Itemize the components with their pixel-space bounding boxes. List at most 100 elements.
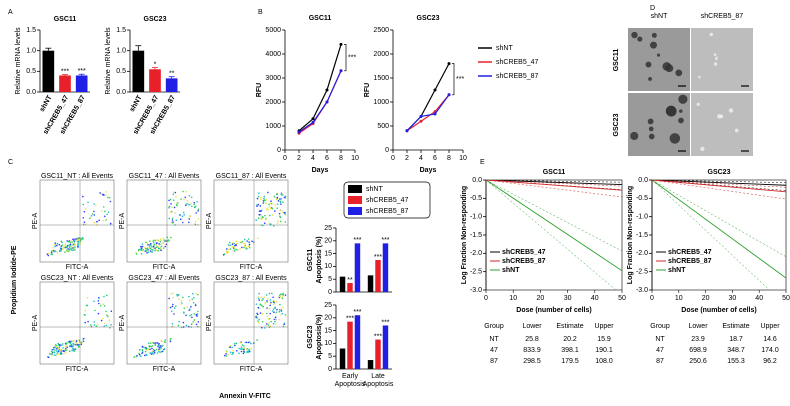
flow-event xyxy=(171,219,174,221)
flow-event xyxy=(141,352,144,354)
table-cell: NT xyxy=(489,336,499,343)
flow-event xyxy=(99,192,101,194)
flow-event xyxy=(268,203,270,206)
flow-event xyxy=(152,240,155,242)
flow-event xyxy=(148,240,151,242)
flow-event xyxy=(171,310,173,313)
flow-event xyxy=(266,207,268,210)
flow-event xyxy=(101,193,104,196)
y-tick-label: -1.5 xyxy=(636,232,648,239)
flow-event xyxy=(151,251,154,253)
flow-event xyxy=(99,304,102,307)
flow-event xyxy=(66,348,68,350)
flow-event xyxy=(149,242,152,245)
flow-event xyxy=(139,355,142,357)
flow-event xyxy=(55,348,58,350)
legend-label: shCREB5_87 xyxy=(366,208,409,215)
table-cell: 20.2 xyxy=(563,336,577,343)
flow-event xyxy=(269,206,271,208)
x-tick-label: shNT xyxy=(39,94,54,113)
flow-event xyxy=(64,243,66,246)
flow-events xyxy=(135,190,200,255)
plot-frame xyxy=(213,281,289,365)
lower-line xyxy=(486,180,622,187)
flow-event xyxy=(268,322,270,324)
flow-event xyxy=(52,246,54,249)
flow-event xyxy=(278,318,281,321)
panel-label: B xyxy=(258,9,263,16)
flow-event xyxy=(145,250,148,252)
flow-event xyxy=(240,350,243,353)
significance: ** xyxy=(169,71,175,78)
micrograph xyxy=(628,93,690,156)
table-header: Estimate xyxy=(556,323,583,330)
micrograph xyxy=(691,93,753,156)
y-tick-label: 0.0 xyxy=(116,89,126,96)
flow-event xyxy=(185,324,188,327)
flow-event xyxy=(93,214,96,216)
flow-event xyxy=(64,347,67,350)
flow-event xyxy=(180,299,183,302)
flow-event xyxy=(183,214,185,216)
table-header: Lower xyxy=(522,323,542,330)
flow-event xyxy=(163,239,166,241)
flow-event xyxy=(65,342,68,344)
y-tick-label: 1.5 xyxy=(26,27,36,34)
flow-event xyxy=(141,348,144,351)
x-tick-label: 0 xyxy=(650,295,654,302)
row-label: GSC11 xyxy=(307,249,314,272)
legend-swatch xyxy=(348,196,362,204)
flow-event xyxy=(248,246,251,249)
micrograph xyxy=(691,28,753,91)
flow-event xyxy=(280,198,283,200)
table-cell: 174.0 xyxy=(761,347,779,354)
flow-event xyxy=(195,313,198,316)
flow-event xyxy=(165,243,168,246)
panel-label: C xyxy=(8,159,13,166)
y-tick-label: 25 xyxy=(324,225,332,232)
flow-event xyxy=(275,198,278,201)
flow-event xyxy=(168,205,171,208)
flow-event xyxy=(94,204,97,207)
flow-event xyxy=(148,342,150,345)
flow-event xyxy=(162,237,165,240)
flow-event xyxy=(271,207,274,210)
flow-event xyxy=(229,244,232,247)
flow-events xyxy=(133,292,200,359)
flow-event xyxy=(268,292,271,295)
flow-event xyxy=(64,246,67,249)
flow-event xyxy=(93,324,96,326)
flow-event xyxy=(77,244,79,246)
sphere xyxy=(648,77,652,81)
bar xyxy=(375,339,381,369)
flow-event xyxy=(93,210,95,213)
flow-event xyxy=(56,242,59,245)
table-cell: 155.3 xyxy=(727,358,745,365)
x-tick-label: 20 xyxy=(702,295,710,302)
flow-event xyxy=(68,245,71,247)
plot-y-label: PE-A xyxy=(32,315,39,332)
flow-event xyxy=(135,251,137,254)
flow-event xyxy=(164,339,167,341)
flow-event xyxy=(89,217,91,220)
bar xyxy=(339,276,346,292)
flow-event xyxy=(153,342,155,344)
plot-title: GSC11_NT : All Events xyxy=(41,173,114,180)
flow-event xyxy=(257,321,260,324)
flow-event xyxy=(153,349,156,352)
flow-event xyxy=(268,326,271,329)
flow-event xyxy=(174,212,177,214)
flow-event xyxy=(151,350,153,352)
table-header: Group xyxy=(484,323,504,330)
flow-event xyxy=(240,346,243,349)
legend-label: shNT xyxy=(502,267,520,274)
flow-event xyxy=(259,198,262,201)
y-tick-label: -3.0 xyxy=(470,287,482,294)
flow-event xyxy=(107,211,110,213)
flow-event xyxy=(234,247,236,250)
x-tick-label: 10 xyxy=(351,155,359,162)
flow-events xyxy=(46,191,112,257)
flow-event xyxy=(49,353,51,355)
flow-event xyxy=(194,223,197,226)
bar xyxy=(149,69,161,92)
